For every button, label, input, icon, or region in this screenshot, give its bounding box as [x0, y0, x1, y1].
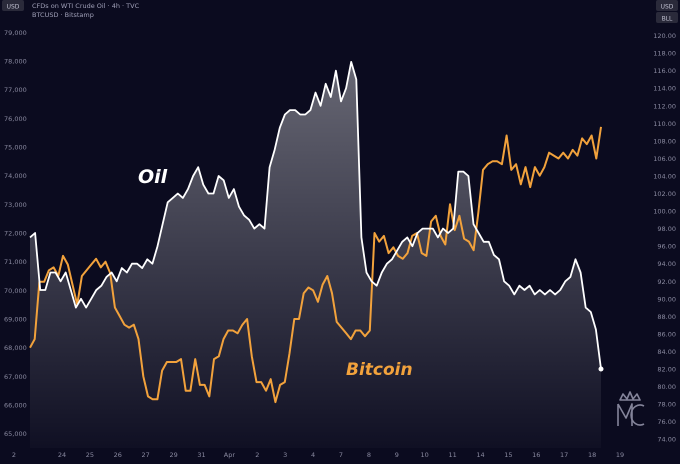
- x-axis-tick-label: 2: [255, 451, 259, 459]
- left-axis-tick-label: 71,000: [4, 258, 27, 266]
- x-axis-tick-label: 10: [421, 451, 429, 459]
- right-axis-tick-label: 116.00: [653, 67, 676, 75]
- x-axis-tick-label: 11: [448, 451, 456, 459]
- x-axis-tick-label: 7: [339, 451, 343, 459]
- oil-area-fill: [30, 61, 601, 449]
- x-axis-tick-label: 14: [476, 451, 484, 459]
- right-axis-tick-label: 76.00: [657, 418, 676, 426]
- symbol-title: CFDs on WTI Crude Oil · 4h · TVC: [32, 2, 140, 10]
- right-axis-tick-label: 114.00: [653, 85, 676, 93]
- right-axis-tick-label: 94.00: [657, 260, 676, 268]
- left-currency-label: USD: [7, 4, 20, 11]
- x-axis-tick-label: 8: [367, 451, 371, 459]
- x-axis-tick-label: 25: [86, 451, 94, 459]
- right-axis-tick-label: 102.00: [653, 190, 676, 198]
- x-axis-tick-label: 26: [114, 451, 122, 459]
- left-axis-tick-label: 75,000: [4, 144, 27, 152]
- x-axis-tick-label: 27: [142, 451, 150, 459]
- left-currency-box: [2, 0, 24, 11]
- right-axis-tick-label: 74.00: [657, 436, 676, 444]
- oil-last-point: [598, 366, 604, 372]
- x-axis-tick-label: 9: [395, 451, 399, 459]
- left-axis-tick-label: 65,000: [4, 430, 27, 438]
- x-axis-tick-label: 29: [169, 451, 177, 459]
- x-axis-tick-label: 17: [560, 451, 568, 459]
- x-axis-tick-label: 16: [532, 451, 540, 459]
- right-axis-tick-label: 88.00: [657, 313, 676, 321]
- right-axis-tick-label: 84.00: [657, 348, 676, 356]
- symbol-subtitle: BTCUSD · Bitstamp: [32, 11, 94, 19]
- left-axis-tick-label: 72,000: [4, 230, 27, 238]
- left-axis-tick-label: 78,000: [4, 58, 27, 66]
- x-axis-tick-label: 3: [283, 451, 287, 459]
- mc-crown-logo-icon: [617, 391, 645, 426]
- right-currency-label: USD: [661, 4, 674, 11]
- right-axis-tick-label: 104.00: [653, 172, 676, 180]
- right-axis-tick-label: 112.00: [653, 102, 676, 110]
- right-axis-tick-label: 120.00: [653, 32, 676, 40]
- oil-annotation: Oil: [138, 166, 168, 188]
- bitcoin-series-line: [29, 126, 602, 404]
- right-axis-tick-label: 92.00: [657, 278, 676, 286]
- left-axis-tick-label: 74,000: [4, 172, 27, 180]
- right-axis-tick-label: 118.00: [653, 50, 676, 58]
- right-axis-tick-label: 96.00: [657, 243, 676, 251]
- right-unit-box: [656, 12, 678, 23]
- left-axis-tick-label: 76,000: [4, 115, 27, 123]
- left-axis-tick-label: 69,000: [4, 316, 27, 324]
- x-axis-tick-label: 18: [588, 451, 596, 459]
- left-axis-tick-label: 73,000: [4, 201, 27, 209]
- x-axis-tick-label: 31: [197, 451, 205, 459]
- right-axis-tick-label: 80.00: [657, 383, 676, 391]
- x-axis-tick-label: 19: [616, 451, 624, 459]
- left-axis-tick-label: 77,000: [4, 86, 27, 94]
- right-unit-label: BLL: [662, 16, 673, 23]
- x-axis-tick-label: Apr: [224, 451, 236, 459]
- left-axis-tick-label: 79,000: [4, 29, 27, 37]
- right-axis-tick-label: 82.00: [657, 366, 676, 374]
- x-axis-tick-label: 4: [311, 451, 315, 459]
- x-axis-tick-label: 15: [504, 451, 512, 459]
- right-axis-tick-label: 98.00: [657, 225, 676, 233]
- right-axis-tick-label: 106.00: [653, 155, 676, 163]
- right-axis-tick-label: 86.00: [657, 330, 676, 338]
- left-axis-tick-label: 70,000: [4, 287, 27, 295]
- oil-series-line: [29, 61, 602, 370]
- left-axis-tick-label: 67,000: [4, 373, 27, 381]
- bitcoin-annotation: Bitcoin: [346, 360, 413, 380]
- x-axis-tick-label: 2: [12, 451, 16, 459]
- right-axis-tick-label: 90.00: [657, 295, 676, 303]
- left-axis-tick-label: 66,000: [4, 402, 27, 410]
- right-currency-box: [656, 0, 678, 11]
- left-axis-tick-label: 68,000: [4, 344, 27, 352]
- x-axis-tick-label: 24: [58, 451, 66, 459]
- right-axis-tick-label: 108.00: [653, 137, 676, 145]
- right-axis-tick-label: 78.00: [657, 401, 676, 409]
- right-axis-tick-label: 110.00: [653, 120, 676, 128]
- right-axis-tick-label: 100.00: [653, 208, 676, 216]
